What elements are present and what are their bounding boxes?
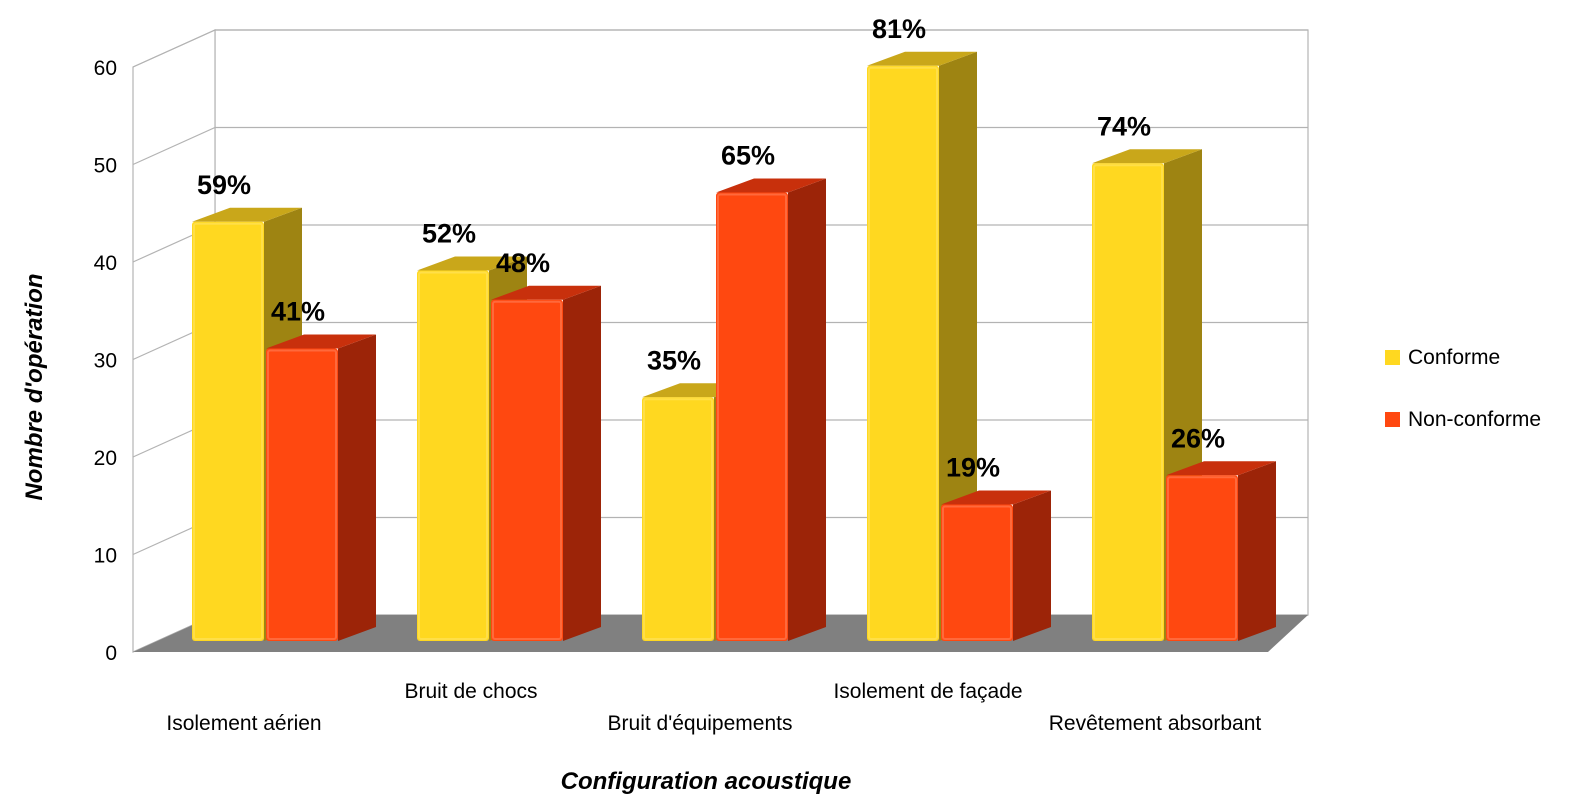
data-label: 74% [1097,111,1151,141]
x-axis-title: Configuration acoustique [561,768,852,795]
legend-label: Conforme [1408,346,1500,369]
y-tick-label: 0 [105,642,117,665]
y-tick-label: 10 [94,545,117,568]
x-tick-label: Isolement de façade [833,680,1022,703]
bar-non-conforme [491,285,601,641]
data-label: 26% [1171,423,1225,453]
x-tick-label: Bruit d'équipements [608,712,793,735]
data-label: 48% [496,248,550,278]
data-label: 65% [721,141,775,171]
bar-non-conforme [266,334,376,641]
bars [192,51,1276,641]
x-tick-label: Revêtement absorbant [1049,712,1262,735]
bar-non-conforme [716,178,826,641]
y-tick-label: 40 [94,252,117,275]
data-label: 35% [647,345,701,375]
y-axis-title: Nombre d'opération [21,273,48,500]
x-tick-label: Bruit de chocs [404,680,537,703]
bar-non-conforme [1166,461,1276,641]
gridline [132,29,1308,68]
data-label: 81% [872,14,926,44]
legend: Conforme Non-conforme [1385,346,1541,431]
y-tick-label: 60 [94,57,117,80]
y-tick-label: 30 [94,350,117,373]
data-label: 52% [422,219,476,249]
x-tick-label: Isolement aérien [166,712,321,735]
legend-swatch [1385,412,1400,427]
y-axis-ticks: 0 10 20 30 40 50 60 [94,57,117,665]
legend-label: Non-conforme [1408,408,1541,431]
y-tick-label: 50 [94,155,117,178]
data-labels: 59% 41% 52% 48% 35% 65% 81% 19% 74% 26% [197,14,1225,483]
legend-swatch [1385,350,1400,365]
bar-non-conforme [941,490,1051,641]
data-label: 59% [197,170,251,200]
bar-conforme [867,51,977,641]
data-label: 19% [946,453,1000,483]
y-tick-label: 20 [94,447,117,470]
x-axis-categories: Isolement aérien Bruit de chocs Bruit d'éq… [166,680,1261,735]
data-label: 41% [271,297,325,327]
